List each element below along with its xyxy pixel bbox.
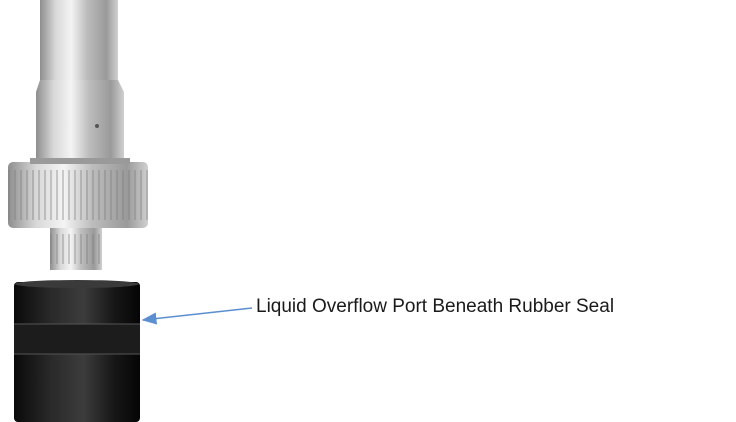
pin-hole [95, 124, 99, 128]
cup-rim [15, 280, 139, 288]
rubber-seal [14, 324, 140, 354]
collar-top [30, 158, 130, 164]
figure: Liquid Overflow Port Beneath Rubber Seal [0, 0, 736, 422]
mid-section [36, 80, 124, 158]
shaft-texture [50, 234, 102, 264]
knurl-texture [8, 170, 148, 220]
upper-tube [40, 0, 118, 80]
callout-arrow [143, 308, 252, 320]
callout-label: Liquid Overflow Port Beneath Rubber Seal [256, 296, 614, 317]
probe-photo [8, 0, 148, 422]
